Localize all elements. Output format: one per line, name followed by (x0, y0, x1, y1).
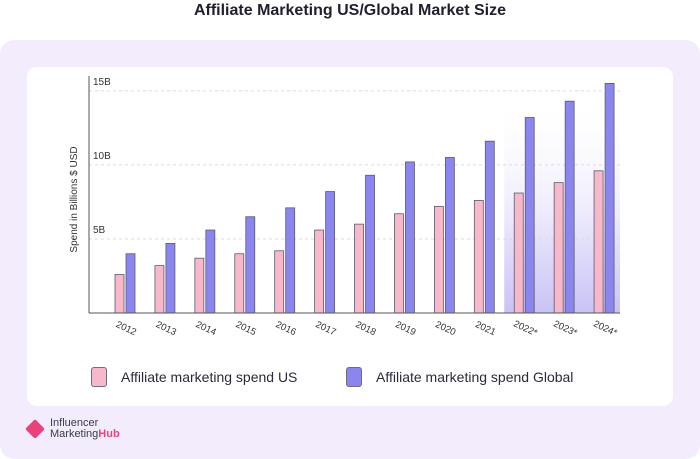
x-tick-label: 2012 (114, 319, 138, 338)
x-tick-label: 2019 (394, 319, 418, 338)
x-tick-label: 2020 (434, 319, 458, 338)
legend-label-global: Affiliate marketing spend Global (376, 369, 574, 385)
bar-global (564, 100, 575, 314)
bar-us (154, 265, 165, 314)
bar-us (354, 223, 364, 314)
bar-global (285, 207, 296, 314)
bar-global (444, 157, 455, 314)
x-tick-label: 2021 (473, 319, 497, 338)
x-tick-label: 2023* (552, 318, 579, 339)
x-tick-label: 2018 (354, 319, 378, 338)
y-tick-label: 10B (93, 151, 111, 162)
bar-us (114, 274, 125, 314)
bar-global (125, 253, 136, 314)
bar-global (484, 140, 495, 314)
bar-global (165, 242, 176, 314)
legend-item-global: Affiliate marketing spend Global (346, 367, 573, 387)
page-title: Affiliate Marketing US/Global Market Siz… (193, 2, 507, 19)
legend-swatch-global (346, 367, 362, 387)
logo-diamond-icon (25, 419, 45, 439)
bar-us (553, 182, 564, 314)
influencer-marketing-hub-logo: Influencer MarketingHub (25, 417, 120, 440)
x-tick-label: 2014 (194, 319, 218, 338)
bar-us (394, 213, 404, 314)
bar-global (604, 83, 615, 314)
x-tick-label: 2017 (314, 319, 338, 338)
bar-us (473, 200, 484, 314)
bar-global (325, 191, 336, 314)
logo-line1: Influencer (50, 417, 99, 429)
legend-swatch-us (91, 367, 107, 387)
bar-us (433, 205, 444, 314)
x-tick-label: 2016 (274, 319, 298, 338)
legend-label-us: Affiliate marketing spend US (121, 369, 298, 385)
bar-global (405, 161, 415, 314)
bar-us (513, 192, 524, 314)
bar-global (245, 216, 256, 314)
bar-global (205, 229, 216, 314)
bar-us (314, 229, 325, 314)
x-tick-label: 2015 (234, 319, 258, 338)
x-tick-label: 2013 (154, 319, 178, 338)
bar-global (524, 117, 535, 314)
logo-line2a: Marketing (50, 428, 99, 440)
logo-line2b: Hub (98, 428, 120, 440)
y-axis-title: Spend in Billions $ USD (69, 146, 80, 252)
bar-us (274, 250, 285, 314)
x-tick-label: 2024* (592, 318, 619, 339)
bar-us (234, 253, 245, 314)
y-tick-label: 15B (93, 77, 111, 88)
bar-us (194, 257, 205, 314)
legend-item-us: Affiliate marketing spend US (91, 367, 297, 387)
y-tick-label: 5B (93, 225, 106, 236)
x-tick-label: 2022* (512, 318, 539, 339)
bar-us (593, 170, 604, 314)
bar-global (365, 174, 375, 314)
